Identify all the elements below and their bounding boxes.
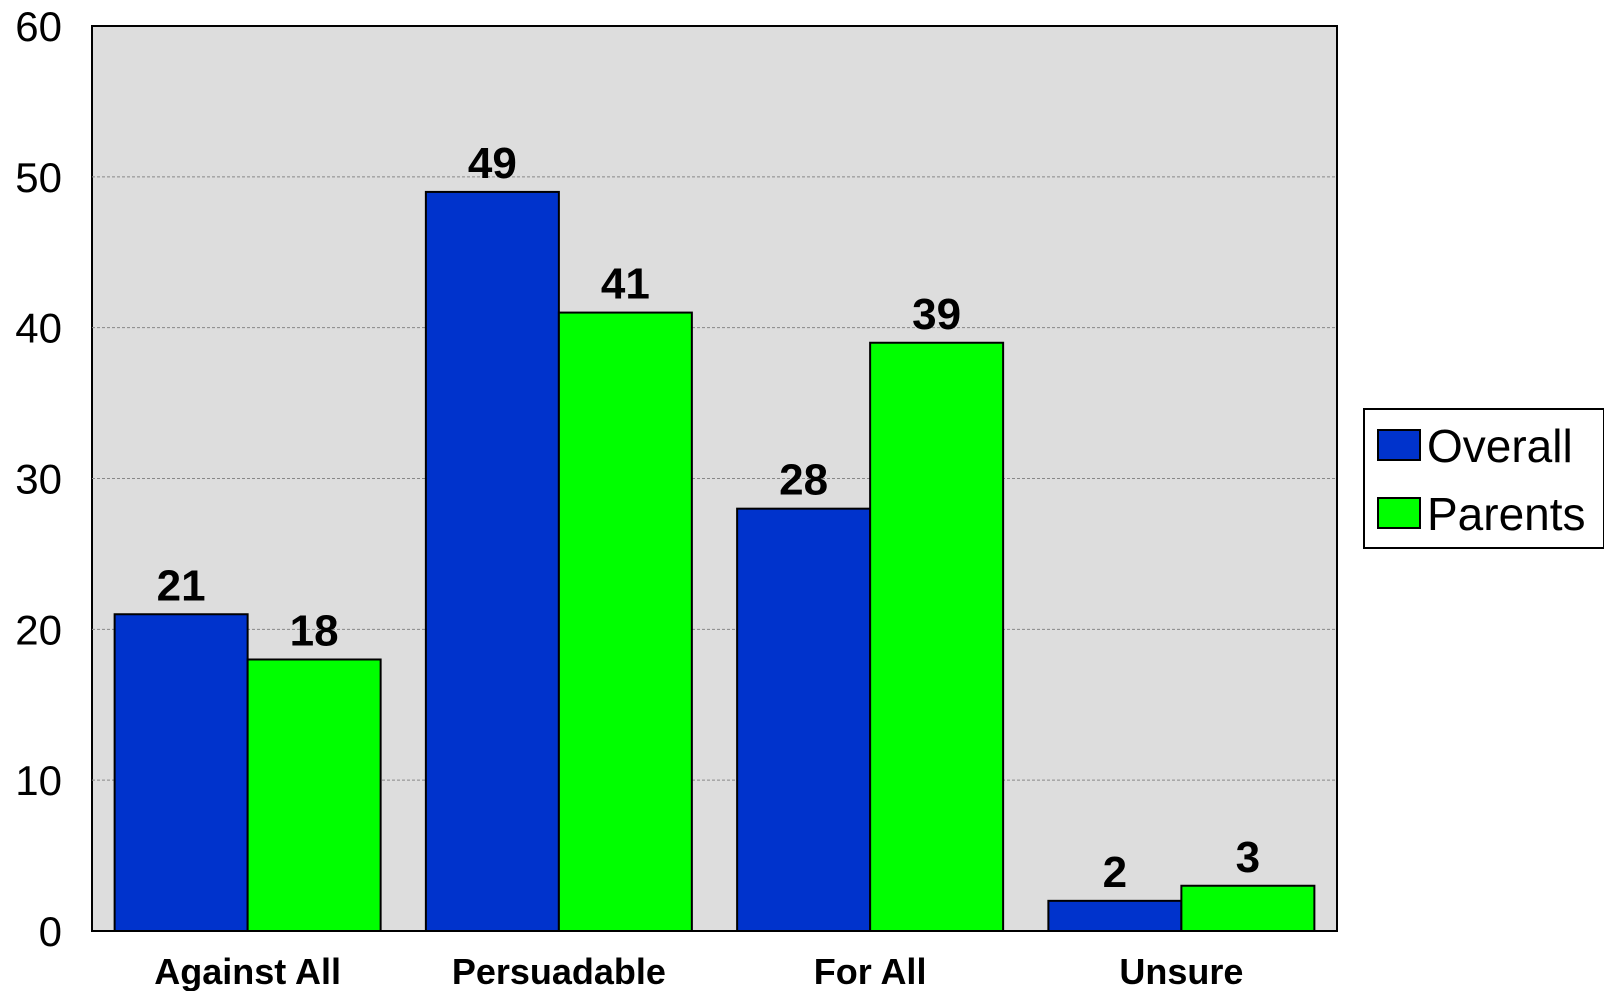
y-tick-label: 50 — [15, 154, 62, 201]
x-category-label: For All — [814, 951, 927, 991]
x-category-label: Unsure — [1119, 951, 1243, 991]
x-axis-labels: Against All Persuadable For All Unsure — [154, 951, 1243, 991]
y-tick-label: 30 — [15, 456, 62, 503]
y-tick-label: 0 — [39, 908, 62, 955]
data-label: 49 — [468, 139, 517, 188]
y-tick-label: 40 — [15, 305, 62, 352]
x-category-label: Against All — [154, 951, 341, 991]
x-category-label: Persuadable — [452, 951, 666, 991]
bar-overall-for-all — [736, 507, 872, 932]
y-tick-label: 60 — [15, 3, 62, 50]
bar-parents-for-all — [869, 341, 1005, 932]
bar-overall-persuadable — [424, 190, 560, 932]
data-label: 39 — [912, 290, 961, 339]
legend-swatch-overall — [1377, 429, 1421, 461]
legend: Overall Parents — [1363, 408, 1604, 549]
bar-parents-against-all — [246, 658, 382, 932]
bar-overall-unsure — [1047, 899, 1183, 932]
bar-overall-against-all — [113, 613, 249, 932]
bar-parents-unsure — [1180, 884, 1316, 932]
data-label: 21 — [157, 561, 206, 610]
data-label: 2 — [1103, 848, 1127, 897]
y-tick-label: 10 — [15, 757, 62, 804]
data-label: 28 — [779, 456, 828, 505]
data-labels: 21 18 49 41 28 39 2 3 — [157, 139, 1260, 897]
legend-label-parents: Parents — [1427, 488, 1586, 540]
y-tick-label: 20 — [15, 606, 62, 653]
data-label: 41 — [601, 260, 650, 309]
bars — [113, 190, 1316, 933]
data-label: 18 — [290, 607, 339, 656]
y-axis-ticks: 0 10 20 30 40 50 60 — [15, 3, 62, 955]
data-label: 3 — [1236, 833, 1260, 882]
bar-parents-persuadable — [557, 311, 693, 933]
legend-label-overall: Overall — [1427, 420, 1573, 472]
legend-swatch-parents — [1377, 497, 1421, 529]
